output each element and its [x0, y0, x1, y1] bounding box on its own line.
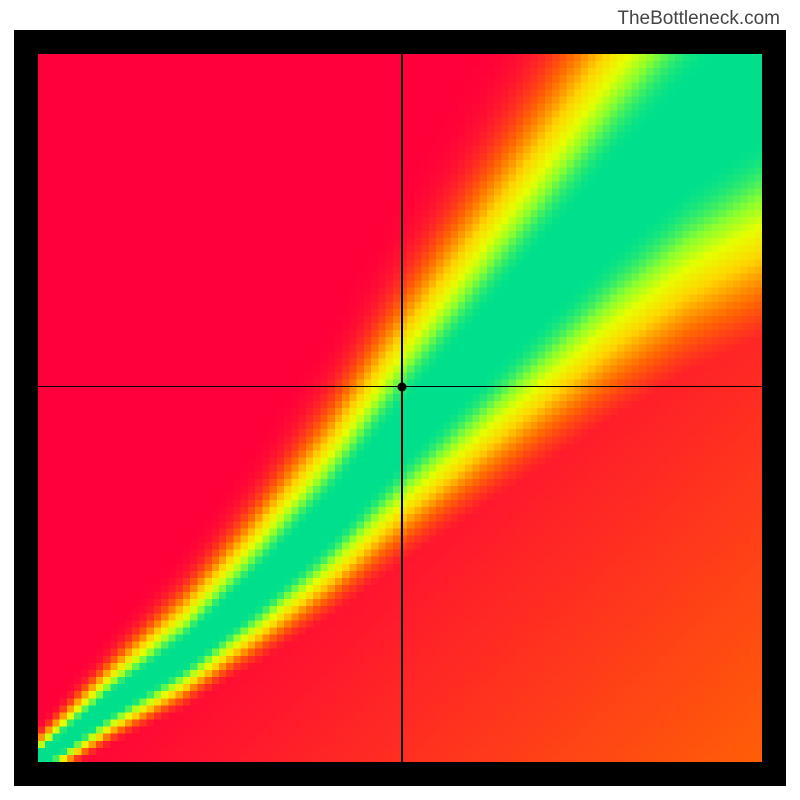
watermark-text: TheBottleneck.com: [617, 8, 780, 30]
crosshair-vertical: [401, 54, 402, 762]
heatmap-canvas: [38, 54, 762, 762]
selected-point-marker: [398, 382, 407, 391]
chart-frame: [14, 30, 786, 786]
plot-area: [38, 54, 762, 762]
page-container: TheBottleneck.com: [0, 0, 800, 800]
